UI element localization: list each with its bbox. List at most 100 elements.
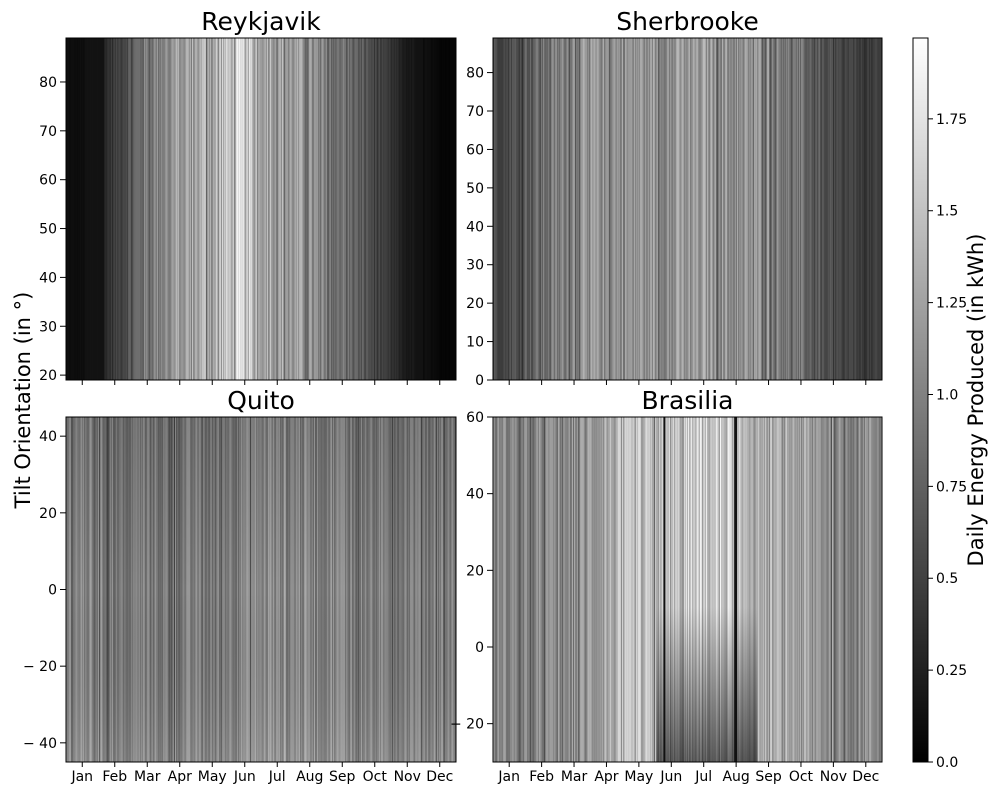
heatmap-day-column <box>77 38 80 380</box>
heatmap-day-column <box>763 417 766 762</box>
heatmap-day-column <box>782 38 785 380</box>
heatmap-day-column <box>743 38 746 380</box>
heatmap-day-column <box>188 38 191 380</box>
y-tick-label: 20 <box>466 296 484 312</box>
heatmap-day-column <box>499 417 502 762</box>
heatmap-day-column <box>83 38 85 380</box>
heatmap-day-column <box>162 38 164 380</box>
heatmap-day-column <box>533 417 536 762</box>
heatmap-day-column <box>121 38 124 380</box>
heatmap-day-column <box>558 417 560 762</box>
heatmap-day-column <box>653 38 656 380</box>
heatmap-day-column <box>722 38 724 380</box>
heatmap-day-column <box>733 38 736 380</box>
heatmap-day-column <box>673 38 675 380</box>
heatmap-day-column <box>809 38 812 380</box>
heatmap-day-column <box>735 38 738 380</box>
heatmap-day-column <box>697 38 700 380</box>
x-tick-label: Mar <box>561 769 588 785</box>
heatmap-day-column <box>260 38 263 380</box>
heatmap-day-column <box>601 417 604 762</box>
heatmap-day-column <box>217 38 220 380</box>
heatmap-day-column <box>760 38 763 380</box>
heatmap-day-column <box>415 38 418 380</box>
heatmap-day-column <box>584 417 587 762</box>
heatmap-day-column <box>494 38 496 380</box>
heatmap-day-column <box>524 417 527 762</box>
heatmap-day-column <box>853 417 855 762</box>
heatmap-day-column <box>226 38 228 380</box>
heatmap-day-column <box>732 38 735 380</box>
heatmap-day-column <box>850 38 852 380</box>
y-axis-label: Tilt Orientation (in °) <box>11 292 35 510</box>
heatmap-day-column <box>581 38 584 380</box>
heatmap-day-column <box>276 38 279 380</box>
heatmap-day-column <box>566 38 569 380</box>
heatmap-day-column <box>636 38 639 380</box>
heatmap-day-column <box>861 417 864 762</box>
heatmap-day-column <box>197 38 200 380</box>
heatmap-day-column <box>406 38 409 380</box>
heatmap-day-column <box>629 417 632 762</box>
heatmap-day-column <box>814 417 817 762</box>
heatmap-day-column <box>633 38 636 380</box>
x-tick-label: Mar <box>134 769 161 785</box>
y-tick-label: 70 <box>466 104 484 120</box>
heatmap-day-column <box>136 38 139 380</box>
heatmap-day-column <box>356 38 359 380</box>
heatmap-day-column <box>335 38 337 380</box>
heatmap-day-column <box>178 38 180 380</box>
heatmap-day-column <box>326 38 329 380</box>
heatmap-day-column <box>211 38 213 380</box>
heatmap-day-column <box>418 38 421 380</box>
heatmap-day-column <box>108 38 111 380</box>
heatmap-day-column <box>506 417 509 762</box>
heatmap-day-column <box>185 38 188 380</box>
heatmap-day-column <box>680 38 683 380</box>
heatmap-day-column <box>374 38 377 380</box>
heatmap-day-column <box>787 417 789 762</box>
heatmap-day-column <box>880 417 882 762</box>
heatmap-day-column <box>111 38 114 380</box>
heatmap-day-column <box>597 417 600 762</box>
heatmap-day-column <box>494 417 496 762</box>
heatmap-day-column <box>579 417 581 762</box>
heatmap-day-column <box>524 38 527 380</box>
heatmap-day-column <box>337 38 340 380</box>
heatmap-day-column <box>796 38 799 380</box>
heatmap-day-column <box>504 417 507 762</box>
heatmap-day-column <box>126 38 129 380</box>
heatmap-day-column <box>804 417 806 762</box>
heatmap-day-column <box>830 417 833 762</box>
heatmap-day-column <box>90 38 93 380</box>
heatmap-day-column <box>511 38 513 380</box>
heatmap-day-column <box>423 38 426 380</box>
heatmap-day-column <box>531 38 534 380</box>
heatmap-day-column <box>134 38 137 380</box>
heatmap-day-column <box>863 38 866 380</box>
heatmap-day-column <box>724 38 726 380</box>
heatmap-day-column <box>618 38 621 380</box>
heatmap-day-column <box>625 417 627 762</box>
heatmap-day-column <box>94 38 97 380</box>
heatmap-day-column <box>689 38 691 380</box>
heatmap-day-column <box>825 38 828 380</box>
heatmap-day-column <box>304 38 306 380</box>
heatmap-day-column <box>699 38 702 380</box>
heatmap-day-column <box>685 38 688 380</box>
heatmap-day-column <box>576 38 578 380</box>
heatmap-day-column <box>827 38 830 380</box>
heatmap-day-column <box>720 38 722 380</box>
heatmap-day-column <box>643 417 645 762</box>
panel-title: Reykjavik <box>201 7 321 36</box>
heatmap-day-column <box>835 417 837 762</box>
heatmap-day-column <box>845 38 848 380</box>
heatmap-day-column <box>327 38 330 380</box>
heatmap-day-column <box>848 38 851 380</box>
heatmap-day-column <box>210 38 212 380</box>
heatmap-day-column <box>762 38 765 380</box>
heatmap-day-column <box>332 38 334 380</box>
heatmap-day-column <box>350 38 352 380</box>
heatmap-day-column <box>544 417 546 762</box>
heatmap-day-column <box>336 38 338 380</box>
